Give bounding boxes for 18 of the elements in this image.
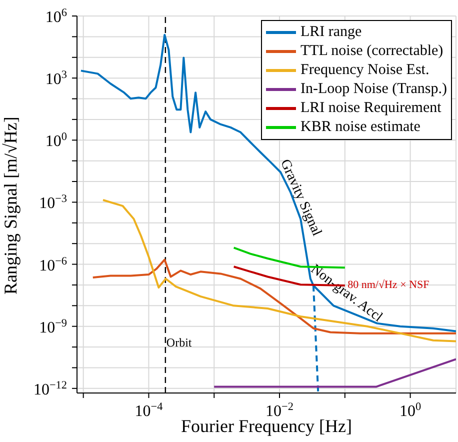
legend-label: In-Loop Noise (Transp.) bbox=[300, 80, 447, 99]
y-tick-label: 10$^{3}$ bbox=[45, 69, 68, 88]
y-tick-label: 10$^{6}$ bbox=[45, 7, 68, 26]
y-tick-label: 10$^{−9}$ bbox=[39, 317, 68, 336]
legend-label: LRI range bbox=[300, 23, 362, 42]
y-axis-title: Ranging Signal [m/√Hz] bbox=[0, 116, 20, 294]
annotation: Gravity Signal bbox=[276, 157, 324, 239]
y-tick-label: 10$^{−6}$ bbox=[39, 255, 68, 274]
y-tick-label: 10$^{0}$ bbox=[45, 131, 68, 150]
legend-label: Frequency Noise Est. bbox=[300, 61, 430, 80]
ref-line-label: Orbit bbox=[166, 335, 192, 350]
legend-label: KBR noise estimate bbox=[300, 118, 420, 137]
y-tick-label: 10$^{−12}$ bbox=[34, 379, 67, 398]
y-tick-label: 10$^{−3}$ bbox=[39, 193, 68, 212]
legend-label: LRI noise Requirement bbox=[300, 99, 442, 118]
x-tick-label: 10$^{−4}$ bbox=[134, 401, 164, 420]
x-tick-label: 10$^{0}$ bbox=[399, 401, 422, 420]
legend-label: TTL noise (correctable) bbox=[300, 42, 444, 61]
